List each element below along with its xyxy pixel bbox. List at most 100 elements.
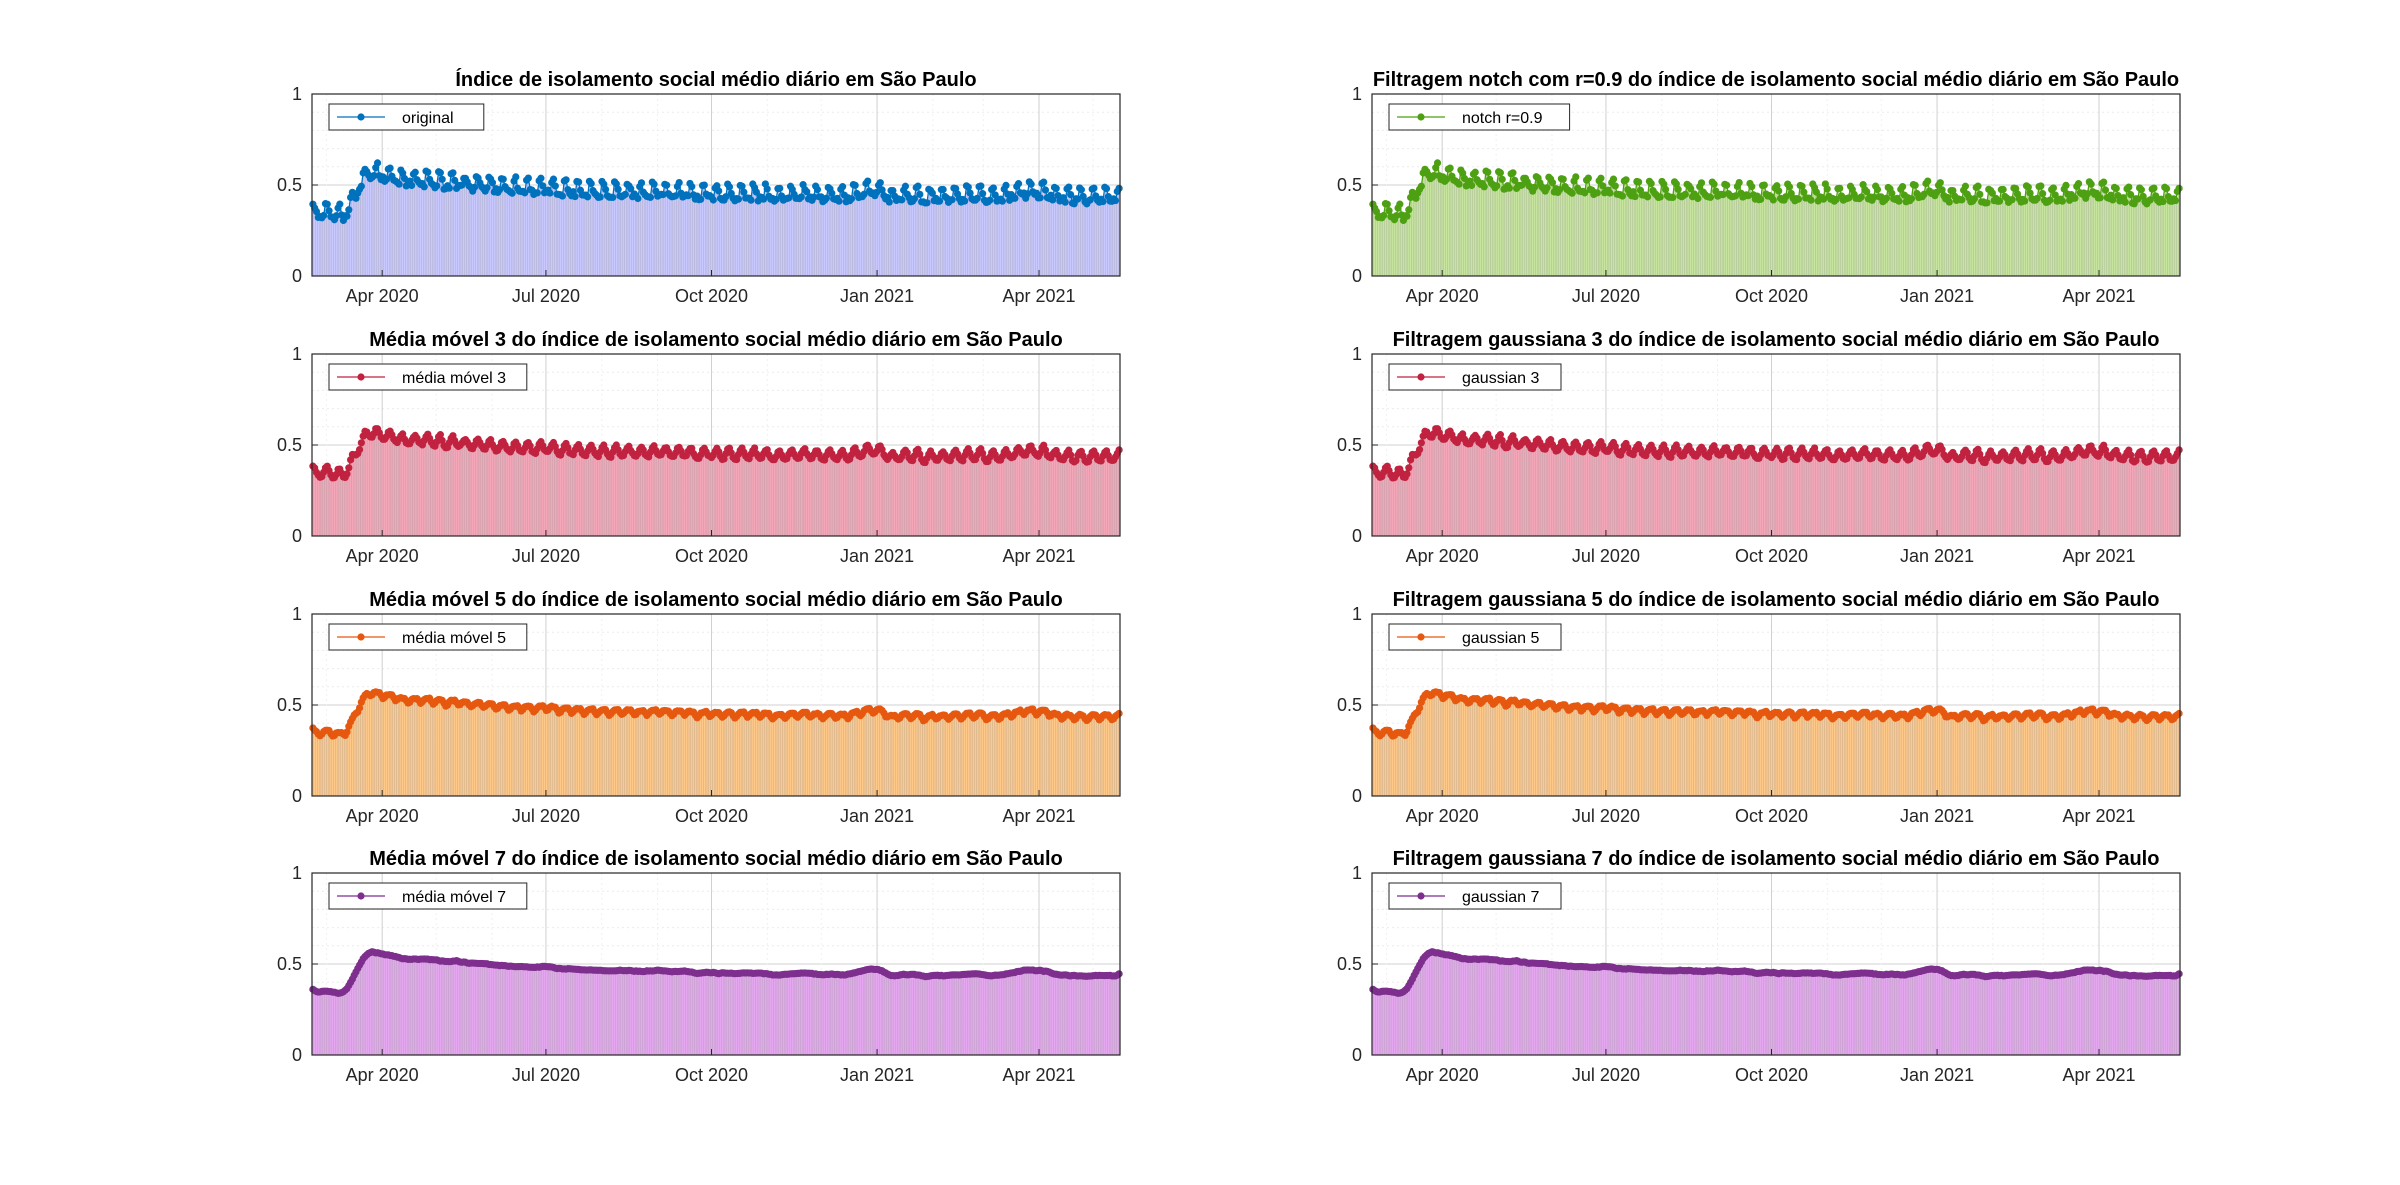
bar	[505, 707, 508, 797]
bar	[1786, 449, 1789, 537]
bar	[1791, 198, 1795, 277]
bar	[893, 195, 896, 277]
bar	[961, 717, 964, 797]
bar	[1941, 449, 1944, 537]
data-point	[1618, 192, 1627, 200]
bar	[852, 712, 855, 797]
bar	[1626, 707, 1629, 797]
bar	[1071, 460, 1074, 537]
data-point	[1635, 178, 1643, 186]
bar	[1849, 451, 1852, 537]
bar	[1707, 196, 1710, 277]
bar	[1704, 454, 1707, 537]
data-point	[1405, 464, 1413, 472]
data-point	[860, 190, 868, 198]
bar	[507, 190, 510, 277]
bar	[907, 716, 911, 797]
data-point	[1936, 179, 1944, 187]
bar	[2169, 459, 2172, 537]
bar	[1576, 188, 1579, 277]
bar	[918, 453, 921, 537]
bar	[911, 460, 914, 537]
bar	[1461, 698, 1464, 797]
bar	[1779, 456, 1782, 537]
data-point	[928, 189, 936, 197]
bar	[697, 199, 701, 277]
data-point	[499, 175, 507, 183]
bar	[622, 195, 625, 277]
bar	[651, 710, 654, 797]
bar	[1039, 710, 1042, 797]
bar	[1693, 193, 1696, 277]
bar	[1770, 196, 1773, 277]
data-point	[916, 190, 924, 198]
bar	[1098, 201, 1101, 277]
data-point	[1988, 189, 1996, 197]
bar	[1948, 456, 1951, 537]
bar	[579, 190, 582, 277]
bar	[916, 449, 920, 537]
bar	[2020, 459, 2023, 537]
bar	[1078, 714, 1081, 797]
bar	[1953, 195, 1956, 277]
bar	[331, 217, 334, 277]
bar	[976, 714, 979, 797]
bar	[1590, 708, 1594, 797]
data-point	[512, 173, 520, 181]
bar	[2027, 448, 2030, 537]
bar	[2091, 449, 2094, 537]
bar	[2118, 458, 2121, 537]
bar	[1438, 692, 1441, 797]
bar	[810, 715, 814, 797]
bar	[1680, 455, 1683, 537]
bar	[485, 445, 489, 537]
bar	[432, 704, 435, 797]
bar	[1470, 440, 1473, 537]
bar	[590, 708, 593, 797]
data-point	[1380, 211, 1388, 220]
bar	[1447, 694, 1450, 797]
bar	[796, 198, 799, 277]
bar	[561, 709, 564, 797]
bar	[708, 716, 711, 797]
bar	[1840, 454, 1843, 537]
bar	[898, 199, 902, 277]
bar	[660, 712, 663, 797]
bar	[336, 732, 340, 797]
bar	[981, 193, 984, 277]
data-point	[986, 196, 994, 204]
bar	[1470, 185, 1473, 277]
bar	[979, 712, 982, 797]
data-point	[966, 189, 974, 197]
bar	[1915, 193, 1919, 277]
bar	[742, 451, 745, 537]
data-point	[1061, 198, 1069, 206]
data-point	[1584, 174, 1592, 182]
bar	[1035, 454, 1038, 537]
bar	[556, 194, 559, 277]
bar	[1402, 476, 1405, 537]
bar	[1580, 191, 1583, 277]
bar	[661, 194, 665, 277]
bar	[924, 202, 927, 277]
bar	[1996, 201, 1999, 277]
bar	[1617, 194, 1620, 277]
bar	[613, 447, 616, 537]
bar	[1463, 698, 1466, 797]
bar	[649, 451, 652, 537]
bar	[1695, 195, 1698, 277]
bar	[511, 193, 514, 277]
bar	[674, 711, 677, 797]
bar	[1545, 445, 1549, 537]
bar	[1531, 448, 1534, 537]
bar	[466, 181, 469, 277]
bar	[1619, 711, 1622, 797]
bar	[1732, 196, 1735, 277]
bar	[900, 199, 903, 277]
bar	[812, 713, 815, 797]
bar	[1752, 194, 1755, 277]
bar	[1110, 201, 1113, 277]
bar	[1443, 181, 1446, 277]
bar	[360, 442, 363, 537]
